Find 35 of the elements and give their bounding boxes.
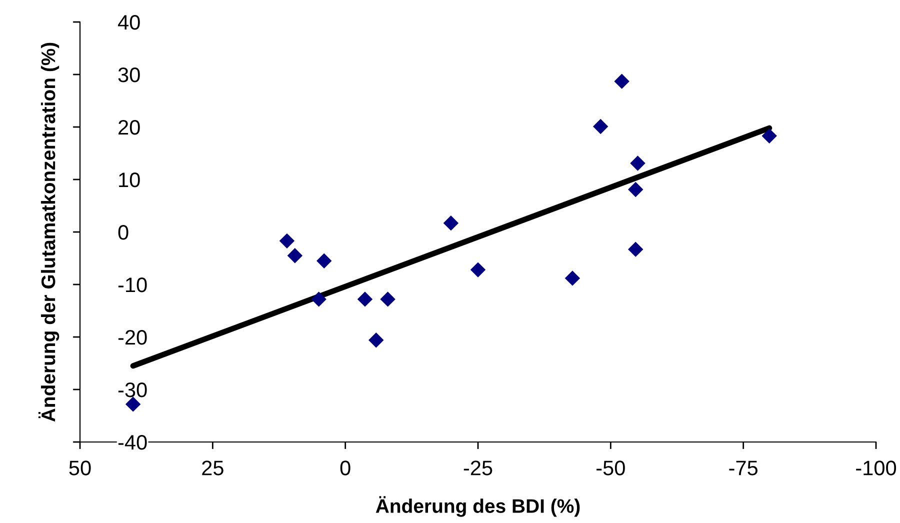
y-tick-label: -40	[118, 435, 147, 450]
point	[470, 262, 486, 278]
point	[287, 248, 303, 264]
x-tick-label: 25	[202, 460, 224, 476]
y-tick-label: -10	[118, 278, 147, 292]
point	[380, 292, 396, 307]
point	[368, 332, 384, 348]
y-tick-label: -20	[118, 330, 147, 345]
y-tick-label: -30	[118, 382, 147, 398]
point	[357, 292, 373, 307]
y-tick-label: 40	[118, 15, 140, 30]
point	[443, 215, 459, 231]
point	[564, 270, 580, 286]
point	[628, 242, 644, 257]
x-tick-label: -100	[856, 460, 896, 476]
x-tick-label: -25	[464, 460, 492, 476]
x-tick-label: -50	[596, 460, 625, 476]
point	[628, 182, 644, 198]
y-tick-label: 20	[118, 120, 140, 135]
point	[316, 253, 332, 268]
point	[592, 118, 608, 134]
point	[311, 292, 326, 307]
point	[762, 128, 777, 144]
x-tick-label: 50	[69, 460, 91, 476]
x-tick-label: 0	[340, 460, 350, 476]
point	[279, 233, 295, 249]
point	[614, 74, 630, 89]
x-tick-label: -75	[729, 460, 758, 476]
point	[630, 156, 646, 171]
y-tick-label: 30	[118, 68, 140, 82]
y-axis-title: Änderung der Glutamatkonzentration (%)	[38, 42, 60, 422]
point	[125, 396, 141, 412]
y-tick-label: 0	[118, 225, 128, 240]
x-axis-title: Änderung des BDI (%)	[376, 496, 580, 517]
y-tick-label: 10	[119, 172, 140, 188]
